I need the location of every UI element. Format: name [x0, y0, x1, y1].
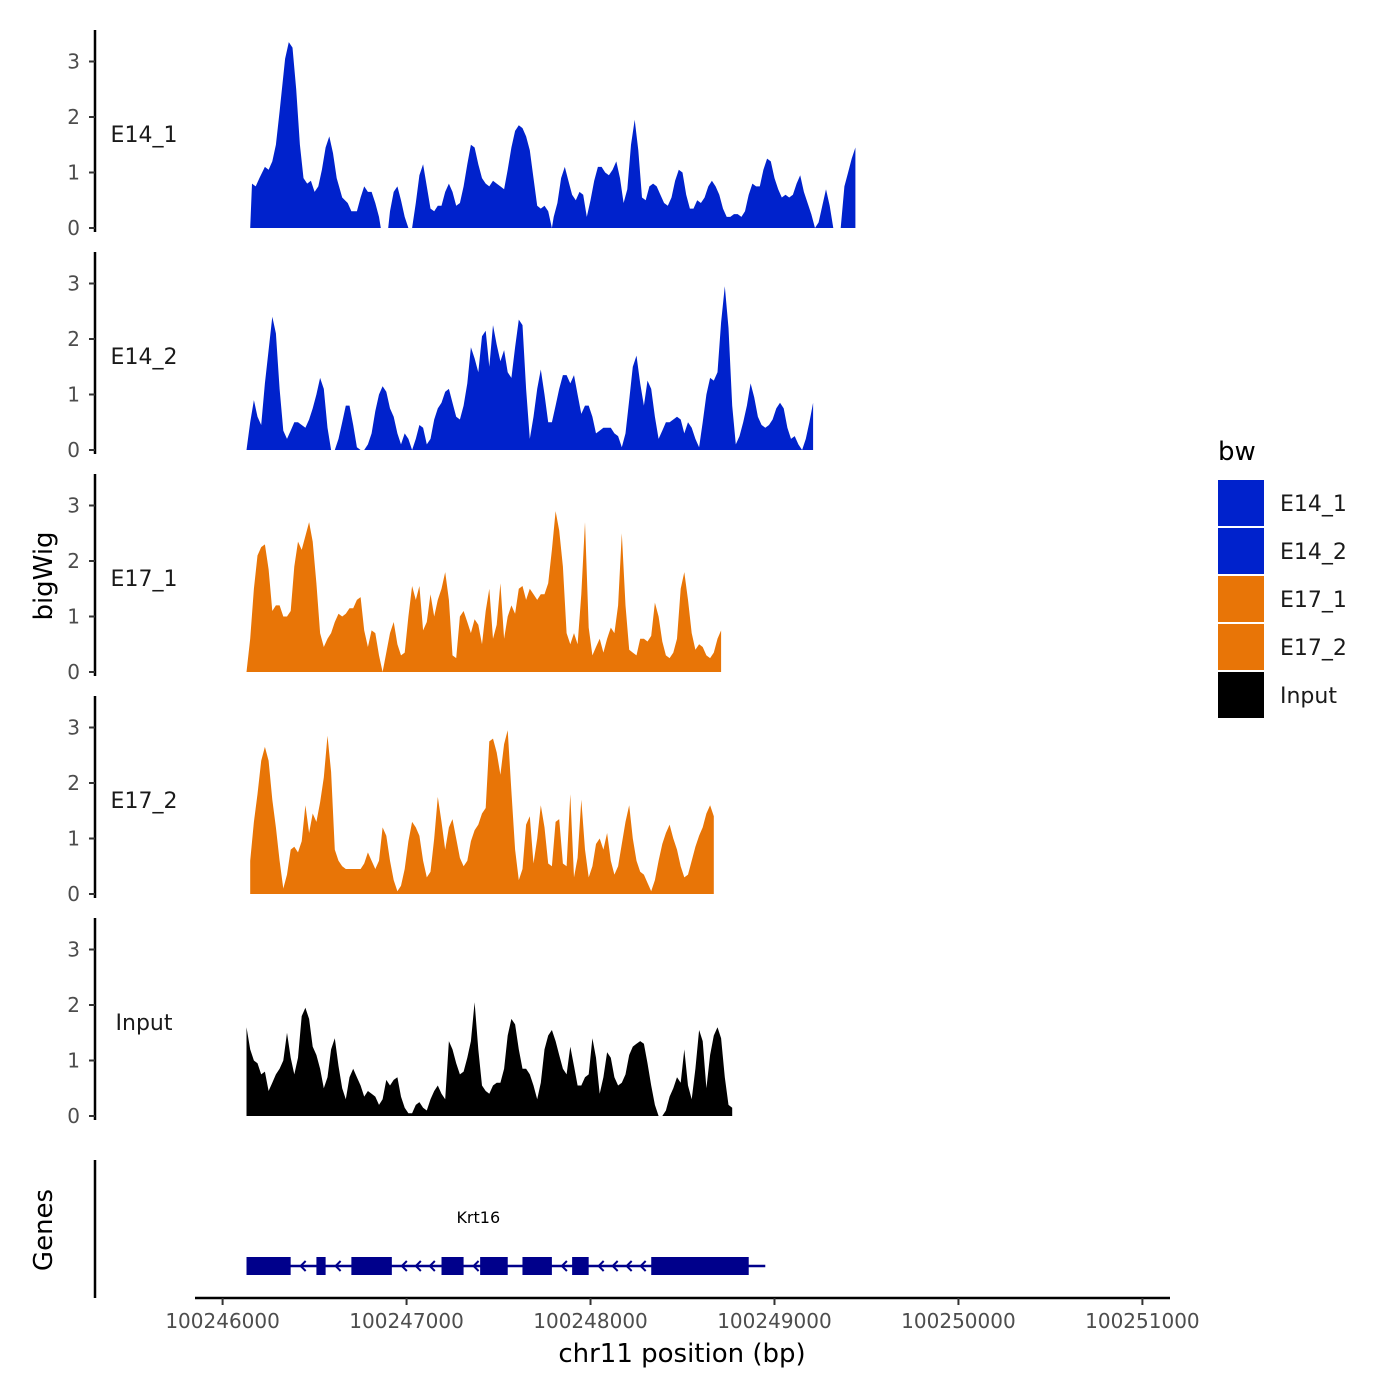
strand-arrow: [611, 1260, 619, 1272]
track-label: E14_1: [111, 123, 178, 148]
y-tick-label: 3: [67, 938, 80, 962]
y-tick-label: 1: [67, 383, 80, 407]
y-tick-label: 2: [67, 549, 80, 573]
track-label: E17_1: [111, 567, 178, 592]
y-tick-label: 2: [67, 327, 80, 351]
x-tick-label: 100248000: [533, 1309, 648, 1333]
strand-arrow: [334, 1260, 342, 1272]
strand-arrow: [400, 1260, 408, 1272]
legend-items: E14_1 E14_2 E17_1 E17_2 Input: [1218, 480, 1347, 718]
genes-panel: Genes Krt16: [29, 1160, 766, 1298]
x-tick-label: 100250000: [901, 1309, 1016, 1333]
gene-exon: [651, 1257, 749, 1275]
y-tick-label: 0: [67, 882, 80, 906]
gene-label: Krt16: [456, 1208, 500, 1227]
y-tick-label: 1: [67, 827, 80, 851]
legend-label: E17_1: [1280, 588, 1347, 613]
legend-swatch: [1218, 672, 1264, 718]
coverage-area: [246, 1002, 733, 1116]
gene-exon: [351, 1257, 392, 1275]
legend-title: bw: [1218, 437, 1256, 467]
y-tick-label: 0: [67, 216, 80, 240]
y-tick-label: 3: [67, 272, 80, 296]
strand-arrow: [428, 1260, 436, 1272]
y-tick-label: 3: [67, 494, 80, 518]
x-ticks: 100246000 100247000 100248000 100249000 1002…: [165, 1298, 1200, 1333]
gene-exon: [246, 1257, 291, 1275]
y-tick-label: 0: [67, 660, 80, 684]
strand-arrow: [560, 1260, 568, 1272]
legend-label: E14_2: [1280, 540, 1347, 565]
strand-arrow: [299, 1260, 307, 1272]
legend-label: E14_1: [1280, 492, 1347, 517]
track-label: Input: [116, 1011, 173, 1036]
legend-swatch: [1218, 480, 1264, 526]
y-tick-label: 0: [67, 438, 80, 462]
x-tick-label: 100246000: [165, 1309, 280, 1333]
x-axis-title: chr11 position (bp): [558, 1339, 805, 1369]
legend-swatch: [1218, 576, 1264, 622]
coverage-area: [250, 42, 856, 228]
strand-arrow: [414, 1260, 422, 1272]
genes-axis-title: Genes: [29, 1189, 59, 1271]
y-tick-label: 1: [67, 161, 80, 185]
legend: bw E14_1 E14_2 E17_1 E17_2 Input: [1218, 437, 1347, 718]
coverage-area: [250, 730, 714, 894]
track-panel: 0 1 2 3 E14_2: [67, 252, 814, 462]
gene-exon: [480, 1257, 508, 1275]
y-axis-title: bigWig: [29, 531, 59, 620]
track-panel: 0 1 2 3 E17_2: [67, 696, 714, 906]
y-tick-label: 0: [67, 1104, 80, 1128]
gene-exon: [316, 1257, 326, 1275]
gene-exon: [441, 1257, 464, 1275]
legend-swatch: [1218, 528, 1264, 574]
y-tick-label: 1: [67, 605, 80, 629]
y-tick-label: 2: [67, 993, 80, 1017]
y-tick-label: 3: [67, 50, 80, 74]
coverage-area: [246, 286, 814, 450]
strand-arrow: [639, 1260, 647, 1272]
strand-arrow: [625, 1260, 633, 1272]
track-label: E17_2: [111, 789, 178, 814]
track-panel: 0 1 2 3 Input: [67, 918, 733, 1128]
track-panel: 0 1 2 3 E17_1: [67, 474, 722, 684]
strand-arrow: [472, 1260, 480, 1272]
track-panels: 0 1 2 3 E14_1 0 1 2 3 E14_2 0 1 2 3 E17_1 0 1 2 3 E17_2 0 1 2 3…: [67, 30, 856, 1128]
gene-exon: [522, 1257, 552, 1275]
y-tick-label: 1: [67, 1049, 80, 1073]
x-axis: 100246000 100247000 100248000 100249000 1002…: [165, 1296, 1200, 1369]
legend-swatch: [1218, 624, 1264, 670]
gene-model-krt16: [246, 1257, 766, 1275]
coverage-area: [246, 511, 722, 672]
legend-label: Input: [1280, 684, 1337, 709]
x-tick-label: 100247000: [349, 1309, 464, 1333]
track-panel: 0 1 2 3 E14_1: [67, 30, 856, 240]
y-tick-label: 3: [67, 716, 80, 740]
track-label: E14_2: [111, 345, 178, 370]
x-tick-label: 100249000: [717, 1309, 832, 1333]
y-tick-label: 2: [67, 771, 80, 795]
x-tick-label: 100251000: [1085, 1309, 1200, 1333]
gene-exon: [572, 1257, 589, 1275]
legend-label: E17_2: [1280, 636, 1347, 661]
strand-arrow: [597, 1260, 605, 1272]
y-tick-label: 2: [67, 105, 80, 129]
